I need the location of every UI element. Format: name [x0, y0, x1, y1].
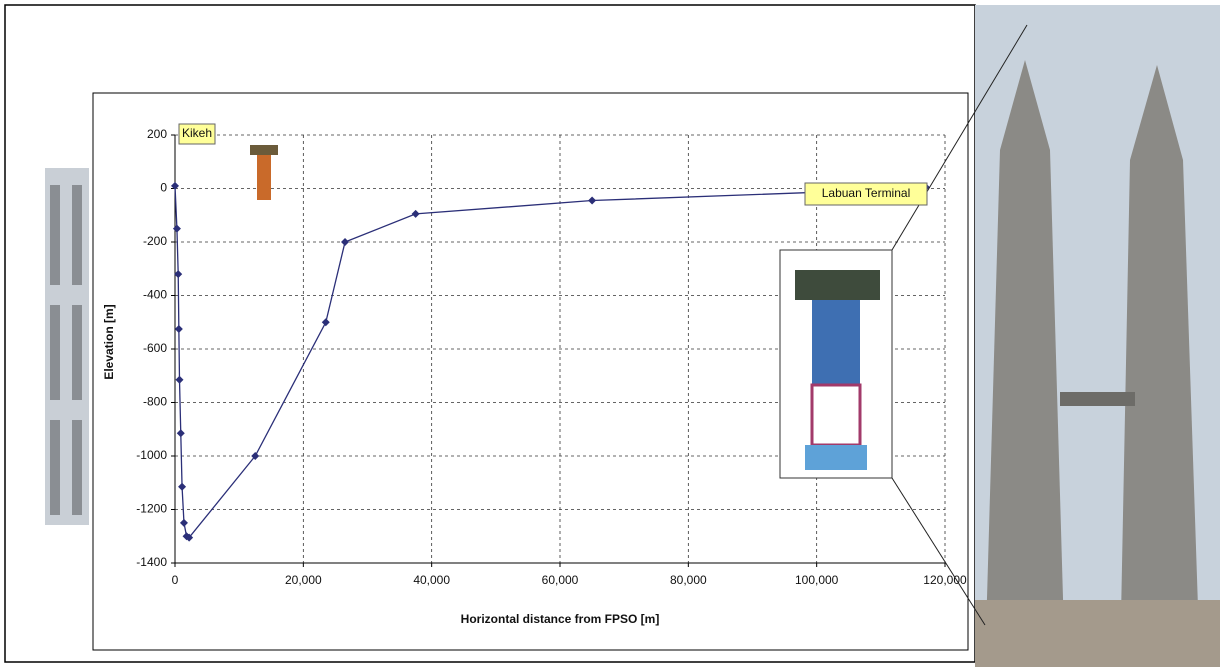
y-axis-label: Elevation [m] [102, 304, 116, 379]
data-point [588, 196, 597, 205]
x-tick-label: 0 [172, 573, 179, 587]
annotation: Kikeh [182, 126, 212, 140]
y-tick-label: -1200 [136, 502, 167, 516]
platform-render [779, 249, 893, 479]
data-point [171, 181, 179, 190]
x-tick-label: 80,000 [670, 573, 707, 587]
data-point [341, 238, 350, 246]
y-tick-label: 0 [160, 181, 167, 195]
data-point [178, 482, 187, 491]
y-tick-label: -1000 [136, 448, 167, 462]
tower-photos-small [45, 168, 89, 525]
y-tick-label: 200 [147, 127, 167, 141]
annotation-box [804, 182, 928, 206]
data-point [174, 324, 183, 333]
tower-photo [975, 5, 1220, 667]
y-tick-label: -600 [143, 341, 167, 355]
x-tick-label: 20,000 [285, 573, 322, 587]
plot-area: -1400 -1200 -1000 -800 -600 -400 -200 0 200 0 20,0… [136, 127, 967, 587]
y-tick-label: -400 [143, 288, 167, 302]
x-tick-label: 40,000 [413, 573, 450, 587]
data-point [179, 518, 188, 527]
y-tick-label: -800 [143, 395, 167, 409]
data-point [174, 270, 183, 279]
y-tick-label: -1400 [136, 555, 167, 569]
callout-line [891, 477, 986, 626]
y-tick-label: -200 [143, 234, 167, 248]
data-point [321, 318, 330, 327]
annotation: Labuan Terminal [822, 186, 911, 200]
data-point [172, 224, 181, 233]
data-point [185, 533, 194, 542]
data-point [251, 452, 260, 460]
x-tick-label: 120,000 [923, 573, 967, 587]
callout-line [891, 24, 1028, 251]
data-point [175, 375, 184, 384]
x-tick-label: 60,000 [542, 573, 579, 587]
x-axis-label: Horizontal distance from FPSO [m] [461, 612, 660, 626]
x-tick-label: 100,000 [795, 573, 839, 587]
annotation-box [178, 123, 216, 145]
data-point [176, 429, 185, 438]
data-point [411, 209, 420, 218]
kikeh-icon [250, 145, 278, 200]
